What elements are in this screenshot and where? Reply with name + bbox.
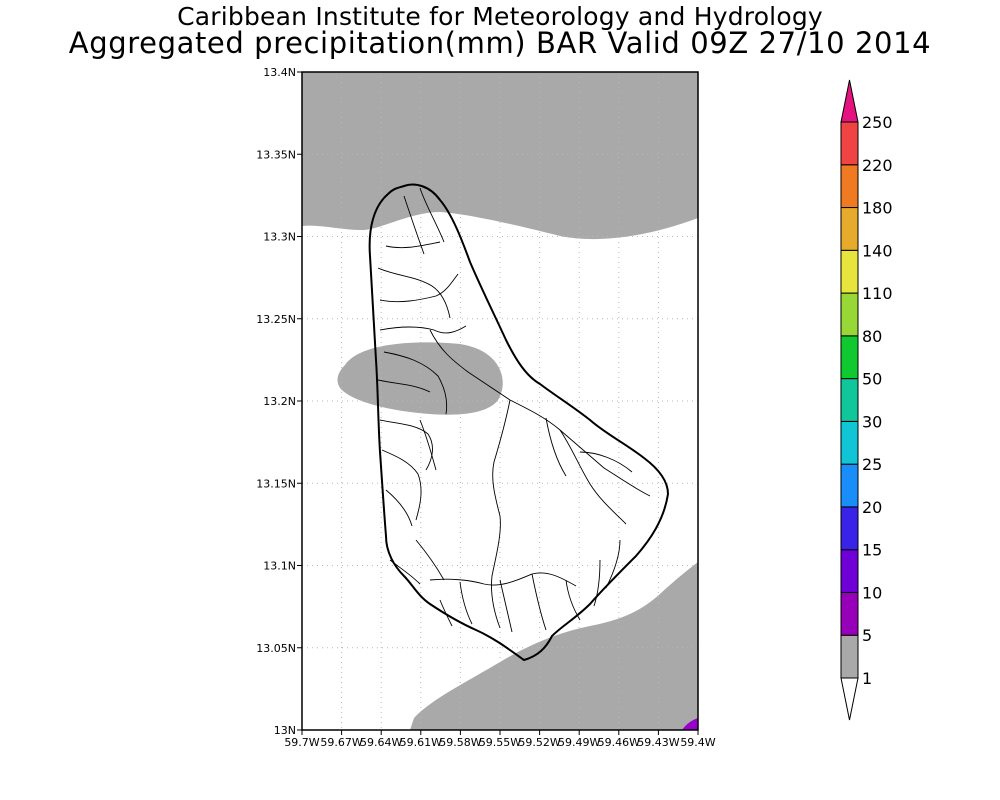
lon-tick-label: 59.61W <box>400 736 442 749</box>
shade-region-south <box>410 562 698 730</box>
lat-tick-label: 13N <box>274 724 296 737</box>
lon-tick-label: 59.52W <box>518 736 560 749</box>
colorbar-segment <box>840 591 859 636</box>
colorbar-segment <box>840 506 859 551</box>
lon-tick-label: 59.64W <box>360 736 402 749</box>
colorbar-label: 250 <box>862 113 893 132</box>
colorbar-label: 30 <box>862 412 882 431</box>
colorbar-segment <box>840 549 859 593</box>
lon-tick-label: 59.58W <box>439 736 481 749</box>
colorbar-label: 20 <box>862 498 882 517</box>
colorbar-label: 15 <box>862 541 882 560</box>
lon-tick-label: 59.43W <box>637 736 679 749</box>
lat-tick-label: 13.25N <box>256 313 296 326</box>
colorbar-label: 50 <box>862 370 882 389</box>
lon-tick-label: 59.4W <box>680 736 715 749</box>
colorbar-upper-arrow <box>840 79 859 123</box>
lon-tick-label: 59.49W <box>558 736 600 749</box>
lat-tick-label: 13.4N <box>263 66 296 79</box>
colorbar-segment <box>840 463 859 508</box>
colorbar-label: 5 <box>862 626 872 645</box>
colorbar-segment <box>840 292 859 337</box>
colorbar-label: 110 <box>862 284 893 303</box>
colorbar-label: 220 <box>862 156 893 175</box>
lon-tick-label: 59.67W <box>320 736 362 749</box>
colorbar-label: 25 <box>862 455 882 474</box>
longitude-axis: 59.7W 59.67W59.64W59.61W59.58W59.55W59.52… <box>284 730 716 749</box>
island-coastline <box>368 183 670 662</box>
colorbar-segment <box>840 121 859 166</box>
colorbar-segment <box>840 634 859 679</box>
colorbar-segment <box>840 249 859 294</box>
barbados-island <box>368 183 670 662</box>
colorbar-segment <box>840 420 859 465</box>
precipitation-shading <box>302 72 698 730</box>
colorbar-segment <box>840 164 859 209</box>
lat-tick-label: 13.15N <box>256 477 296 490</box>
map-grid <box>302 72 698 730</box>
colorbar-segment <box>840 207 859 251</box>
latitude-axis: 13.4N 13.35N 13.3N 13.25N 13.2N 13.15N 13.1N 13… <box>256 66 302 737</box>
lat-tick-label: 13.2N <box>263 395 296 408</box>
colorbar-label: 80 <box>862 327 882 346</box>
institute-title: Caribbean Institute for Meteorology and … <box>177 2 823 31</box>
lat-tick-label: 13.1N <box>263 560 296 573</box>
colorbar-segment <box>840 378 859 422</box>
lon-tick-label: 59.46W <box>598 736 640 749</box>
colorbar-label: 140 <box>862 241 893 260</box>
lon-tick-label: 59.7W <box>284 736 319 749</box>
lon-tick-label: 59.55W <box>479 736 521 749</box>
colorbar-label: 180 <box>862 199 893 218</box>
heavy-rain-patch <box>682 718 698 730</box>
colorbar-label: 1 <box>862 669 872 688</box>
lat-tick-label: 13.35N <box>256 148 296 161</box>
colorbar-segment <box>840 335 859 380</box>
shade-region-north <box>302 72 698 240</box>
lat-tick-label: 13.05N <box>256 642 296 655</box>
lat-tick-label: 13.3N <box>263 231 296 244</box>
shade-region-center <box>337 342 503 415</box>
map-title: Aggregated precipitation(mm) BAR Valid 0… <box>68 26 932 60</box>
colorbar-lower-arrow <box>840 677 859 721</box>
colorbar-label: 10 <box>862 583 882 602</box>
